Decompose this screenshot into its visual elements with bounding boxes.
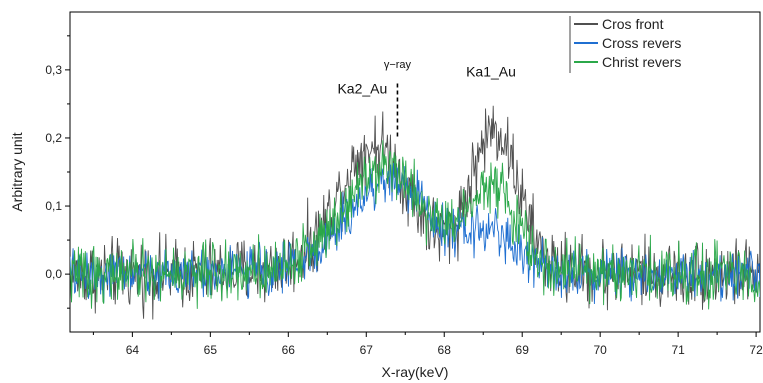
legend-label: Cross revers xyxy=(602,35,681,51)
y-tick-label: 0,1 xyxy=(45,199,62,213)
y-axis: 0,0 0,1 0,2 0,3 xyxy=(45,35,70,309)
legend-label: Christ revers xyxy=(602,54,681,70)
x-tick-label: 72 xyxy=(749,343,763,357)
y-tick-label: 0,0 xyxy=(45,267,62,281)
x-axis-title: X-ray(keV) xyxy=(382,364,449,380)
annotation-layer: Ka2_Au Ka1_Au γ−ray xyxy=(337,59,516,138)
legend: Cros front Cross revers Christ revers xyxy=(569,16,681,73)
legend-label: Cros front xyxy=(602,16,664,32)
annotation-gamma-ray: γ−ray xyxy=(384,59,412,71)
x-tick-label: 64 xyxy=(126,343,140,357)
x-tick-label: 67 xyxy=(360,343,374,357)
x-tick-label: 70 xyxy=(593,343,607,357)
x-tick-label: 71 xyxy=(671,343,685,357)
x-tick-label: 66 xyxy=(282,343,296,357)
y-tick-label: 0,2 xyxy=(45,131,62,145)
series-layer xyxy=(70,105,760,320)
annotation-ka1-au: Ka1_Au xyxy=(466,64,516,80)
x-axis: 64 65 66 67 68 69 70 71 72 xyxy=(92,332,763,357)
series-line-christ-revers xyxy=(70,140,760,310)
x-tick-label: 69 xyxy=(516,343,530,357)
x-tick-label: 68 xyxy=(438,343,452,357)
annotation-ka2-au: Ka2_Au xyxy=(337,81,387,97)
y-axis-title: Arbitrary unit xyxy=(9,132,25,211)
plot-area: Ka2_Au Ka1_Au γ−ray xyxy=(69,11,761,333)
x-tick-label: 65 xyxy=(204,343,218,357)
y-tick-label: 0,3 xyxy=(45,63,62,77)
